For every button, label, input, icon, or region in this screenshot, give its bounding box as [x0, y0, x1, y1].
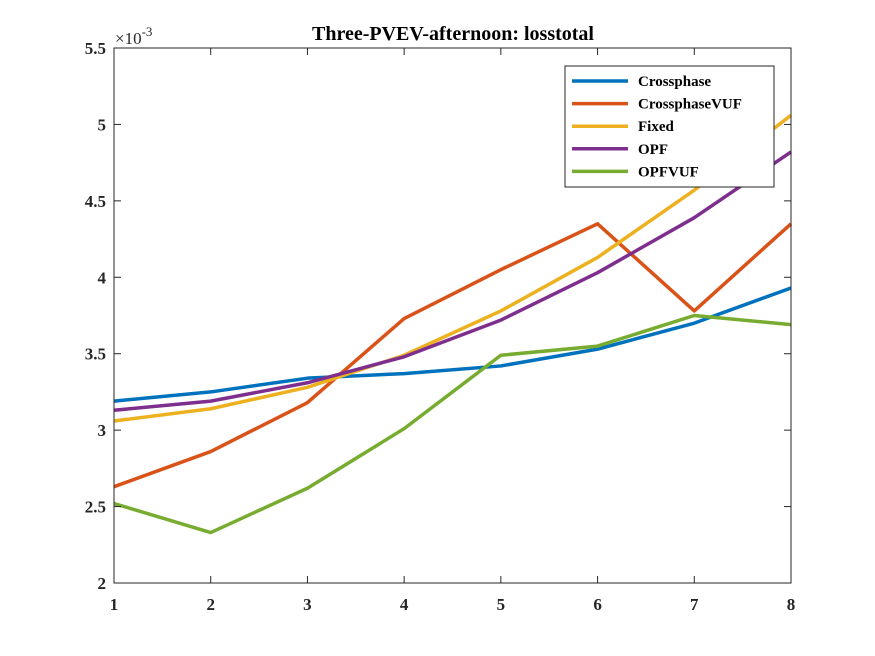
x-tick-label: 6 — [593, 595, 602, 614]
y-tick-label: 5 — [98, 115, 107, 134]
y-tick-label: 2 — [98, 574, 107, 593]
y-exponent-prefix: ×10 — [115, 29, 142, 48]
y-tick-label: 3.5 — [85, 345, 106, 364]
plot-area: 1 2 3 4 5 6 7 822.533.544.555.5CrossphaseCrossp… — [85, 39, 796, 614]
y-tick-label: 4.5 — [85, 192, 106, 211]
x-tick-label: 7 — [690, 595, 699, 614]
series-line-fixed — [113, 113, 793, 423]
y-exponent-label: ×10-3 — [115, 24, 152, 48]
x-tick-label: 8 — [787, 595, 796, 614]
x-tick-label: 1 — [110, 595, 119, 614]
x-tick-label: 5 — [497, 595, 506, 614]
x-tick-label: 3 — [303, 595, 312, 614]
legend-label-crossphase: Crossphase — [638, 74, 711, 90]
x-tick-label: 4 — [400, 595, 409, 614]
series-line-opf — [113, 150, 792, 413]
y-tick-label: 3 — [98, 421, 107, 440]
series-line-crossphasevuf — [113, 222, 793, 489]
x-tick-label: 2 — [206, 595, 215, 614]
legend-label-opfvuf: OPFVUF — [638, 164, 699, 180]
series-line-opfvuf — [113, 313, 792, 535]
chart-title: Three-PVEV-afternoon: losstotal — [312, 23, 594, 45]
legend: Crossphase CrossphaseVUF Fixed OPF OPFVUF — [564, 65, 775, 188]
y-exponent-power: -3 — [142, 24, 153, 39]
y-tick-label: 4 — [98, 268, 107, 287]
legend-label-crossphasevuf: CrossphaseVUF — [638, 97, 742, 113]
y-tick-label: 2.5 — [85, 498, 106, 517]
series-line-crossphase — [113, 286, 792, 403]
y-tick-label: 5.5 — [85, 39, 106, 58]
axes-box — [113, 47, 792, 584]
legend-label-opf: OPF — [638, 142, 668, 158]
legend-label-fixed: Fixed — [638, 119, 674, 135]
